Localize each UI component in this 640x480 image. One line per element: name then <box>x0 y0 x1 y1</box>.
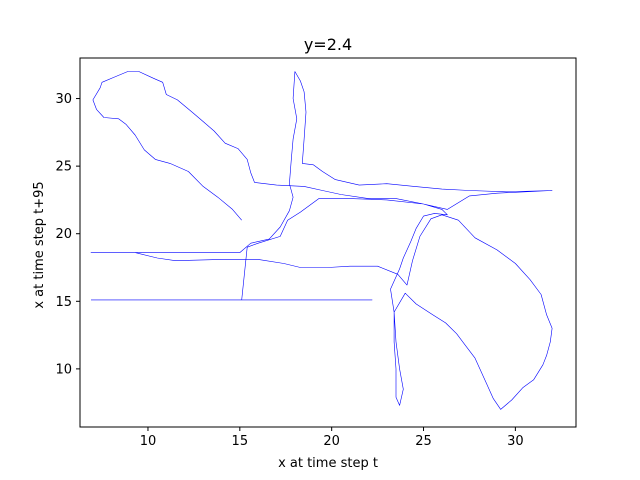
series-line-0 <box>90 71 553 410</box>
y-tick-label: 25 <box>55 160 72 175</box>
x-axis-label: x at time step t <box>278 456 378 471</box>
x-tick-label: 15 <box>232 434 249 449</box>
y-tick-label: 15 <box>55 295 72 310</box>
x-tick-label: 20 <box>323 434 340 449</box>
x-tick-label: 10 <box>140 434 157 449</box>
chart-title: y=2.4 <box>304 35 352 54</box>
y-tick-label: 10 <box>55 362 72 377</box>
x-tick-label: 25 <box>415 434 432 449</box>
x-tick-label: 30 <box>507 434 524 449</box>
y-tick-label: 30 <box>55 92 72 107</box>
y-axis-label: x at time step t+95 <box>32 181 47 308</box>
plot-frame <box>79 57 577 428</box>
y-axis: 10 15 20 25 30 <box>55 92 80 377</box>
x-axis: 10 15 20 25 30 <box>140 427 524 449</box>
y-tick-label: 20 <box>55 227 72 242</box>
plot-area <box>79 57 577 428</box>
